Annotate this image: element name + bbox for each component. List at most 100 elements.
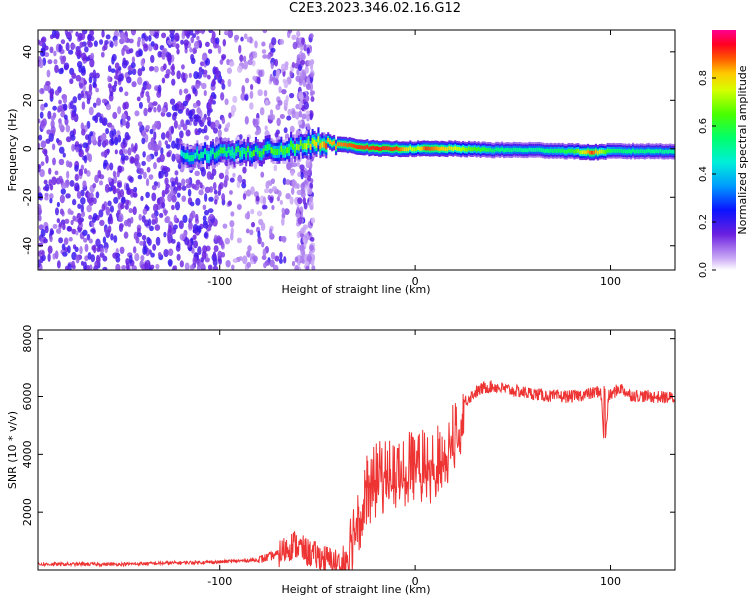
- heatmap-noise-cell: [128, 254, 133, 264]
- heatmap-noise-cell: [164, 140, 169, 146]
- heatmap-noise-cell: [53, 58, 58, 65]
- heatmap-noise-cell: [174, 32, 180, 42]
- heatmap-ridge-cell: [311, 138, 314, 145]
- heatmap-noise-cell: [51, 143, 56, 151]
- heatmap-noise-cell: [105, 103, 112, 111]
- heatmap-noise-cell: [77, 32, 83, 42]
- heatmap-ridge-cell: [497, 147, 500, 152]
- heatmap-noise-cell: [261, 49, 267, 54]
- heatmap-ridge-cell: [546, 148, 549, 153]
- heatmap-ridge-cell: [317, 136, 320, 143]
- heatmap-ridge-cell: [594, 149, 597, 154]
- colorbar-label: Normalized spectral amplitude: [736, 65, 749, 234]
- heatmap-noise-cell: [221, 53, 227, 60]
- snr-x-tick-label: -100: [207, 575, 232, 588]
- heatmap-noise-cell: [58, 237, 64, 244]
- heatmap-noise-cell: [80, 204, 85, 213]
- heatmap-noise-cell: [180, 39, 184, 45]
- heatmap-noise-cell: [302, 80, 307, 87]
- heatmap-noise-cell: [44, 195, 49, 201]
- heatmap-noise-cell: [148, 174, 154, 180]
- heatmap-noise-cell: [112, 185, 117, 195]
- heatmap-noise-cell: [50, 115, 56, 121]
- heatmap-noise-cell: [78, 168, 84, 177]
- heatmap-noise-cell: [176, 192, 181, 198]
- heatmap-noise-cell: [227, 200, 233, 206]
- heatmap-ridge-cell: [292, 143, 295, 150]
- heatmap-ridge-cell: [645, 149, 648, 154]
- heatmap-noise-cell: [167, 193, 173, 203]
- heatmap-noise-cell: [300, 249, 306, 255]
- heatmap-noise-cell: [187, 188, 192, 197]
- heatmap-noise-cell: [121, 265, 127, 270]
- heatmap-noise-cell: [157, 50, 163, 58]
- heatmap-noise-cell: [177, 124, 182, 131]
- heatmap-noise-cell: [300, 52, 306, 61]
- heatmap-noise-cell: [143, 171, 147, 180]
- heatmap-noise-cell: [134, 142, 138, 152]
- heatmap-noise-cell: [62, 223, 66, 231]
- heatmap-noise-cell: [161, 107, 167, 114]
- heatmap-noise-cell: [46, 129, 52, 135]
- heatmap-noise-cell: [224, 237, 231, 245]
- heatmap-ridge-cell: [381, 146, 385, 151]
- heatmap-noise-cell: [131, 265, 137, 270]
- heatmap-noise-cell: [65, 136, 72, 143]
- heatmap-ridge-cell: [315, 141, 318, 148]
- heatmap-ridge-cell: [180, 150, 183, 157]
- heatmap-noise-cell: [51, 176, 57, 186]
- heatmap-noise-cell: [114, 39, 118, 47]
- heatmap-noise-cell: [181, 185, 187, 191]
- heatmap-noise-cell: [66, 31, 72, 39]
- heatmap-noise-cell: [38, 164, 41, 173]
- heatmap-ridge-cell: [653, 149, 656, 154]
- heatmap-noise-cell: [221, 193, 226, 202]
- heatmap-noise-cell: [106, 148, 110, 154]
- heatmap-noise-cell: [74, 186, 79, 192]
- spectrogram-x-ticks: -100 0 100: [207, 30, 621, 288]
- heatmap-noise-cell: [130, 157, 136, 164]
- heatmap-noise-cell: [43, 102, 48, 108]
- heatmap-noise-cell: [113, 196, 119, 204]
- heatmap-noise-cell: [118, 213, 124, 223]
- heatmap-noise-cell: [114, 80, 118, 87]
- heatmap-noise-cell: [206, 171, 212, 180]
- heatmap-noise-cell: [181, 72, 186, 81]
- figure-title: C2E3.2023.346.02.16.G12: [288, 1, 462, 16]
- heatmap-noise-cell: [305, 110, 311, 116]
- heatmap-ridge-cell: [250, 151, 254, 158]
- heatmap-noise-cell: [94, 174, 99, 184]
- heatmap-ridge-cell: [422, 146, 426, 151]
- heatmap-ridge-cell: [327, 138, 330, 142]
- heatmap-noise-cell: [141, 137, 146, 145]
- heatmap-noise-cell: [125, 262, 130, 270]
- heatmap-noise-cell: [47, 59, 53, 65]
- heatmap-noise-cell: [103, 227, 108, 233]
- heatmap-noise-cell: [299, 232, 305, 238]
- heatmap-ridge-cell: [632, 148, 635, 153]
- heatmap-noise-cell: [283, 127, 288, 134]
- heatmap-noise-cell: [239, 54, 244, 62]
- heatmap-ridge-cell: [237, 145, 240, 153]
- heatmap-ridge-cell: [616, 148, 619, 153]
- colorbar-tick-label: 0.0: [698, 262, 709, 278]
- heatmap-noise-cell: [124, 91, 129, 97]
- heatmap-noise-cell: [89, 58, 95, 68]
- heatmap-noise-cell: [67, 245, 71, 254]
- heatmap-noise-cell: [75, 31, 79, 37]
- heatmap-noise-cell: [260, 222, 266, 231]
- heatmap-noise-cell: [131, 56, 136, 64]
- heatmap-noise-cell: [59, 208, 64, 215]
- heatmap-ridge-cell: [358, 145, 361, 150]
- heatmap-ridge-cell: [262, 148, 265, 155]
- heatmap-noise-cell: [57, 105, 63, 112]
- heatmap-noise-cell: [238, 44, 242, 54]
- heatmap-noise-cell: [98, 180, 104, 186]
- heatmap-noise-cell: [272, 264, 279, 270]
- heatmap-noise-cell: [65, 124, 71, 133]
- heatmap-noise-cell: [243, 55, 247, 63]
- heatmap-noise-cell: [244, 116, 249, 125]
- heatmap-noise-cell: [90, 52, 95, 61]
- heatmap-noise-cell: [136, 232, 143, 238]
- heatmap-noise-cell: [122, 34, 127, 43]
